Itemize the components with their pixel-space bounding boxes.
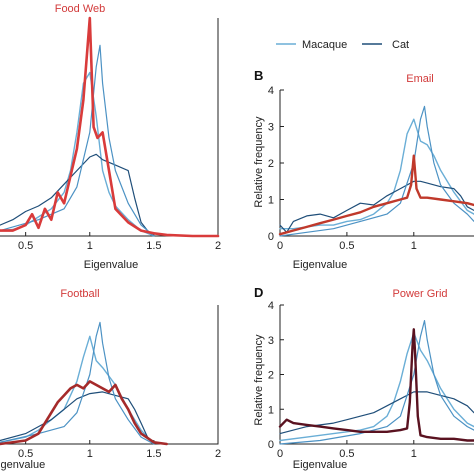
y-tick-label: 2 <box>268 158 274 170</box>
x-tick-label: 0 <box>277 240 283 252</box>
y-tick-label: 2 <box>268 370 274 382</box>
x-tick-label: 1 <box>87 448 93 460</box>
y-axis-label: Relative frequency <box>253 116 265 208</box>
x-tick-label: 0.5 <box>18 240 33 252</box>
series-line-cat <box>279 180 474 233</box>
panel-power-grid: D Power Grid Eigenvalue Relative frequen… <box>253 285 474 471</box>
y-tick-label: 3 <box>268 122 274 134</box>
panel-letter: B <box>254 68 263 83</box>
series-line-power-grid <box>278 328 474 442</box>
series-line-cat <box>279 391 474 435</box>
x-tick-label: 2 <box>215 240 221 252</box>
x-axis-label: Eigenvalue <box>293 259 347 271</box>
axes-frame <box>0 18 219 237</box>
axes-frame <box>0 305 219 445</box>
series-line-cat <box>0 153 155 237</box>
legend-label-cat: Cat <box>392 39 409 51</box>
x-tick-label: 2 <box>215 448 221 460</box>
x-tick-label: 0.5 <box>18 448 33 460</box>
panel-title: Power Grid <box>392 288 447 300</box>
x-tick-label: 1 <box>87 240 93 252</box>
panel-letter: D <box>254 285 263 300</box>
legend: Macaque Cat <box>276 39 409 51</box>
series-line-food-web <box>0 16 220 238</box>
x-tick-label: 0.5 <box>339 240 354 252</box>
x-tick-label: 1.5 <box>146 240 161 252</box>
y-tick-label: 0 <box>268 231 274 243</box>
panel-title: Email <box>406 73 434 85</box>
y-tick-label: 0 <box>268 439 274 451</box>
x-axis-label: Eigenvalue <box>293 459 347 471</box>
series-line-cat-light <box>0 321 155 445</box>
panel-football: Football Eigenvalue 0.5 1 1.5 2 <box>0 288 221 471</box>
panel-title: Football <box>60 288 99 300</box>
y-tick-label: 1 <box>268 404 274 416</box>
panel-food-web: Food Web Eigenvalue 0.5 1 1.5 2 <box>0 3 221 271</box>
y-tick-label: 4 <box>268 85 274 97</box>
series-line-email <box>278 154 474 236</box>
y-tick-label: 3 <box>268 335 274 347</box>
x-axis-label: Eigenvalue <box>0 459 45 471</box>
series-line-cat-light <box>0 44 155 237</box>
series-line-cat-light <box>279 105 474 237</box>
x-tick-label: 1.5 <box>146 448 161 460</box>
y-tick-label: 4 <box>268 300 274 312</box>
x-axis-label: Eigenvalue <box>84 259 138 271</box>
x-tick-label: 1 <box>411 240 417 252</box>
legend-label-macaque: Macaque <box>302 39 347 51</box>
series-line-cat <box>0 391 155 445</box>
x-tick-label: 0 <box>277 448 283 460</box>
x-tick-label: 0.5 <box>339 448 354 460</box>
series-line-macaque <box>0 335 155 445</box>
y-axis-label: Relative frequency <box>253 334 265 426</box>
series-line-macaque <box>0 71 155 237</box>
series-line-football <box>0 380 168 446</box>
y-tick-label: 1 <box>268 195 274 207</box>
panel-title: Food Web <box>55 3 106 15</box>
axes-frame <box>279 90 474 237</box>
series-line-macaque <box>279 118 474 230</box>
x-tick-label: 1 <box>411 448 417 460</box>
